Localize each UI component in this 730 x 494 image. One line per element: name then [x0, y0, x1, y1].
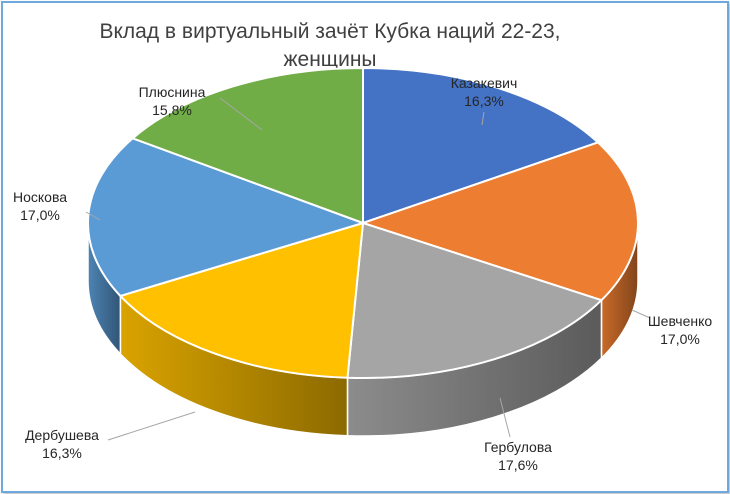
leader-line-5 [85, 211, 101, 221]
pie-slice-2 [359, 141, 639, 302]
slice-label-name-4: Дербушева [25, 427, 99, 443]
leader-line-1 [481, 111, 485, 126]
slice-label-name-5: Носкова [13, 189, 67, 205]
slice-label-value-2: 17,0% [660, 331, 700, 347]
chart-title: Вклад в виртуальный зачёт Кубка наций 22… [0, 18, 660, 74]
leader-line-2 [631, 309, 651, 319]
slice-label-value-6: 15,8% [152, 102, 192, 118]
pie-slice-3 [346, 221, 604, 379]
leader-line-6 [219, 97, 263, 131]
slice-label-name-3: Гербулова [484, 439, 552, 455]
leader-line-4 [107, 411, 196, 441]
slice-label-value-5: 17,0% [20, 207, 60, 223]
slice-label-value-4: 16,3% [42, 445, 82, 461]
pie-slice-6 [130, 66, 364, 225]
slice-label-name-6: Плюснина [139, 84, 206, 100]
slice-label-value-3: 17,6% [498, 457, 538, 473]
chart-title-line-1: Вклад в виртуальный зачёт Кубка наций 22… [99, 20, 561, 43]
slice-label-name-1: Казакевич [451, 75, 518, 91]
leader-line-3 [499, 397, 511, 438]
pie-slice-4 [118, 221, 365, 379]
chart-title-line-2: женщины [283, 48, 377, 71]
slice-label-value-1: 16,3% [464, 93, 504, 109]
pie-slice-5 [87, 137, 367, 298]
slice-label-name-2: Шевченко [648, 313, 713, 329]
pie-slice-1 [362, 66, 600, 225]
